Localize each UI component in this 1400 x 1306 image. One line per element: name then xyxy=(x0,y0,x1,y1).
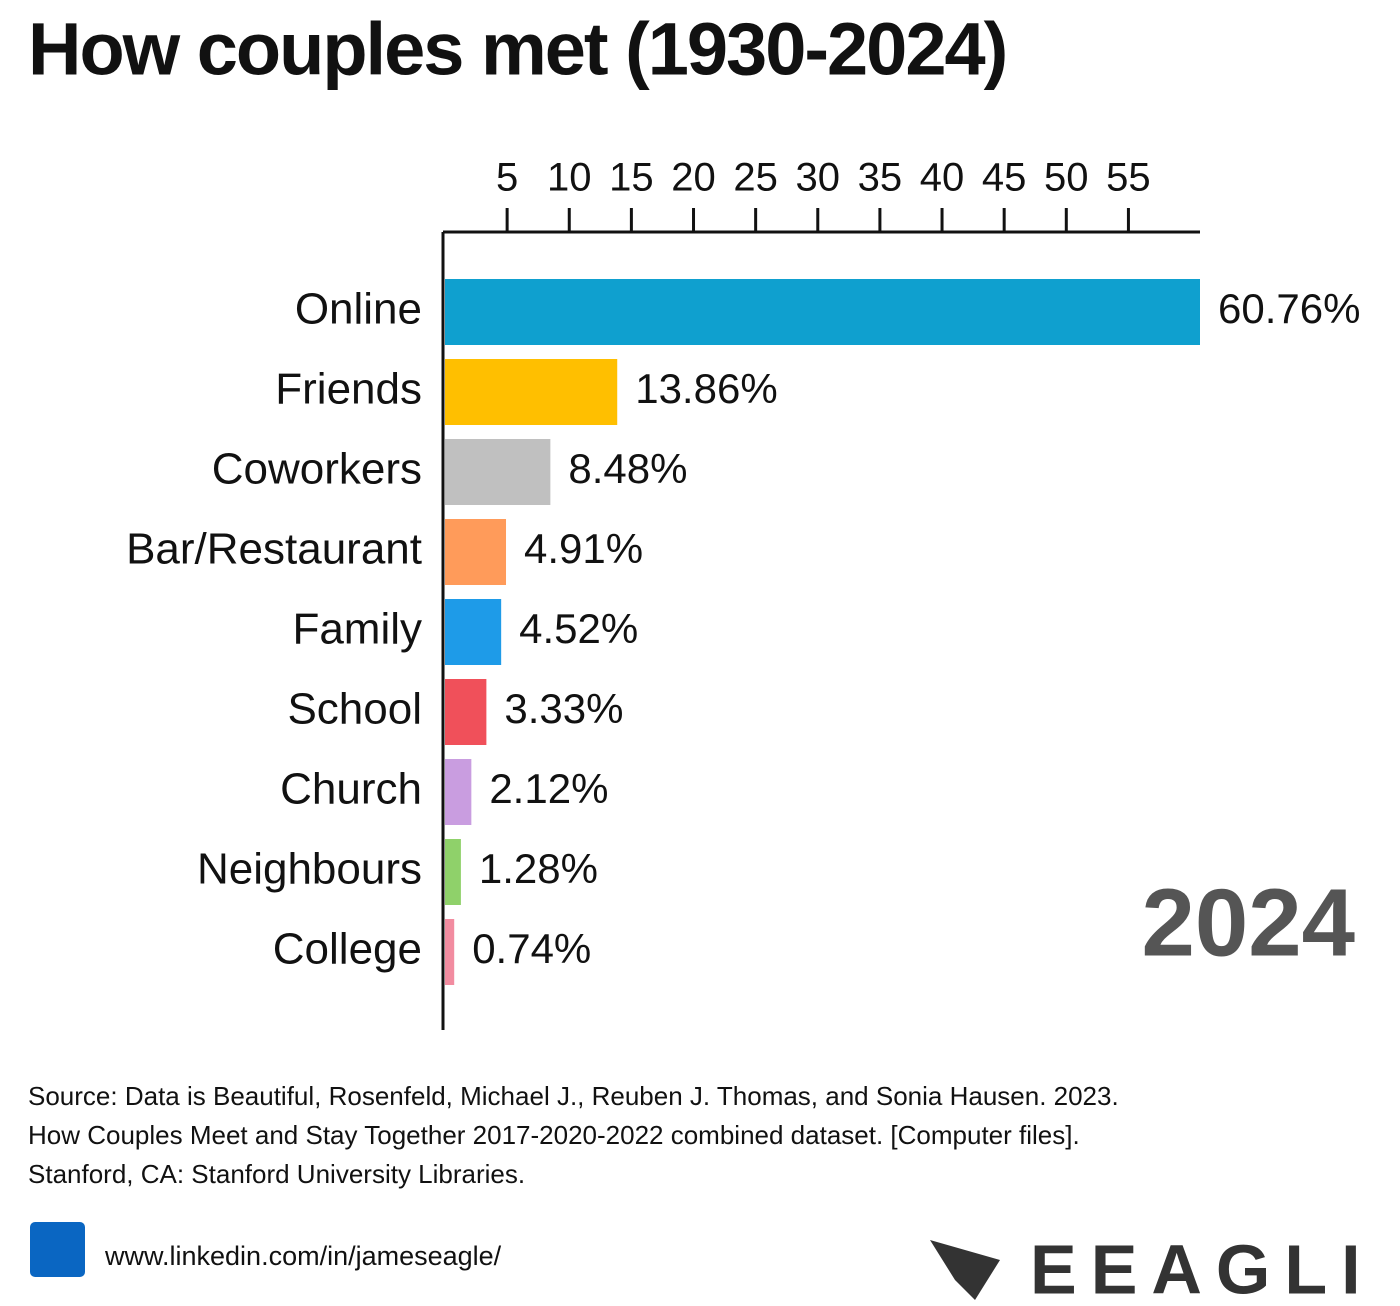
category-label: School xyxy=(287,685,422,734)
x-tick-label: 25 xyxy=(733,156,778,200)
value-label: 1.28% xyxy=(479,845,598,892)
bar xyxy=(445,679,487,745)
value-label: 60.76% xyxy=(1218,285,1360,332)
bar xyxy=(445,759,472,825)
x-tick-label: 40 xyxy=(920,156,965,200)
chart-title: How couples met (1930-2024) xyxy=(28,8,1006,91)
x-tick-label: 5 xyxy=(496,156,518,200)
logo-icon xyxy=(930,1240,1000,1300)
bar xyxy=(445,359,618,425)
x-tick-label: 45 xyxy=(982,156,1027,200)
value-label: 3.33% xyxy=(504,685,623,732)
bar xyxy=(445,439,551,505)
value-label: 8.48% xyxy=(568,445,687,492)
source-line: Stanford, CA: Stanford University Librar… xyxy=(28,1159,525,1189)
value-label: 4.91% xyxy=(524,525,643,572)
x-tick-label: 50 xyxy=(1044,156,1089,200)
x-tick-label: 20 xyxy=(671,156,716,200)
x-tick-label: 15 xyxy=(609,156,654,200)
bar xyxy=(445,519,507,585)
source-line: How Couples Meet and Stay Together 2017-… xyxy=(28,1120,1080,1150)
x-tick-label: 35 xyxy=(858,156,903,200)
bar xyxy=(445,599,502,665)
url: www.linkedin.com/in/jameseagle/ xyxy=(104,1241,502,1271)
category-label: College xyxy=(273,925,422,974)
logo: EEAGLI xyxy=(1030,1230,1375,1306)
value-label: 2.12% xyxy=(489,765,608,812)
category-label: Bar/Restaurant xyxy=(126,525,422,574)
bar xyxy=(445,919,455,985)
x-tick-label: 55 xyxy=(1106,156,1151,200)
category-label: Friends xyxy=(275,365,422,414)
category-label: Online xyxy=(295,285,422,334)
value-label: 13.86% xyxy=(635,365,777,412)
value-label: 4.52% xyxy=(519,605,638,652)
value-label: 0.74% xyxy=(472,925,591,972)
x-tick-label: 10 xyxy=(547,156,592,200)
bar xyxy=(445,279,1200,345)
category-label: Coworkers xyxy=(212,445,422,494)
category-label: Church xyxy=(280,765,422,814)
year-annotation: 2024 xyxy=(1141,869,1355,976)
x-tick-label: 30 xyxy=(796,156,841,200)
category-label: Family xyxy=(292,605,422,654)
category-label: Neighbours xyxy=(197,845,422,894)
bar xyxy=(445,839,461,905)
source-line: Source: Data is Beautiful, Rosenfeld, Mi… xyxy=(28,1081,1119,1111)
linkedin-icon xyxy=(30,1222,85,1277)
